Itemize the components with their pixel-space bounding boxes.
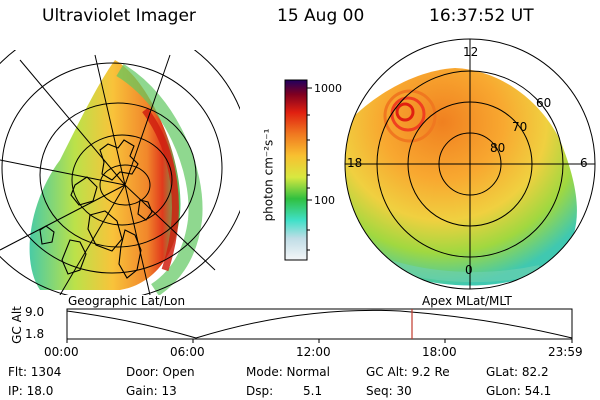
info-ip: IP: 18.0 bbox=[8, 384, 54, 398]
lat-label-70: 70 bbox=[512, 120, 528, 134]
timeline-ylabel: GC Alt bbox=[9, 306, 24, 344]
info-dsp-value: 5.1 bbox=[303, 384, 323, 398]
info-glon: GLon: 54.1 bbox=[486, 384, 552, 398]
colorbar-tick-100: 100 bbox=[314, 194, 335, 207]
geographic-view bbox=[0, 50, 240, 295]
date-label: 15 Aug 00 bbox=[277, 6, 365, 26]
altitude-timeline bbox=[66, 308, 573, 343]
info-mode: Mode: Normal bbox=[246, 365, 330, 379]
time-label: 16:37:52 UT bbox=[429, 6, 534, 26]
timeline-xtick-1800: 18:00 bbox=[422, 345, 457, 359]
colorbar-unit-label: photon cm⁻²s⁻¹ bbox=[261, 128, 276, 222]
timeline-xtick-0000: 00:00 bbox=[44, 345, 79, 359]
polar-view bbox=[344, 38, 596, 290]
info-dsp-label: Dsp: bbox=[246, 384, 274, 398]
colorbar-tick-1000: 1000 bbox=[314, 82, 342, 95]
timeline-ytick-low: 1.8 bbox=[25, 327, 45, 341]
mlt-label-12: 12 bbox=[463, 45, 479, 59]
right-panel-caption: Apex MLat/MLT bbox=[422, 294, 512, 308]
info-gain: Gain: 13 bbox=[126, 384, 177, 398]
timeline-xtick-1200: 12:00 bbox=[296, 345, 331, 359]
mlt-label-6: 6 bbox=[580, 156, 588, 170]
info-glat: GLat: 82.2 bbox=[486, 365, 549, 379]
lat-label-80: 80 bbox=[490, 141, 506, 155]
colorbar bbox=[284, 79, 308, 261]
info-gcalt: GC Alt: 9.2 Re bbox=[366, 365, 450, 379]
info-flt: Flt: 1304 bbox=[8, 365, 62, 379]
app-title: Ultraviolet Imager bbox=[42, 6, 196, 26]
mlt-label-0: 0 bbox=[465, 263, 473, 277]
timeline-ytick-high: 9.0 bbox=[25, 305, 45, 319]
lat-label-60: 60 bbox=[536, 96, 552, 110]
timeline-xtick-0600: 06:00 bbox=[170, 345, 205, 359]
mlt-label-18: 18 bbox=[347, 156, 363, 170]
left-panel-caption: Geographic Lat/Lon bbox=[68, 294, 186, 308]
timeline-xtick-2359: 23:59 bbox=[548, 345, 583, 359]
info-seq: Seq: 30 bbox=[366, 384, 412, 398]
info-door: Door: Open bbox=[126, 365, 195, 379]
